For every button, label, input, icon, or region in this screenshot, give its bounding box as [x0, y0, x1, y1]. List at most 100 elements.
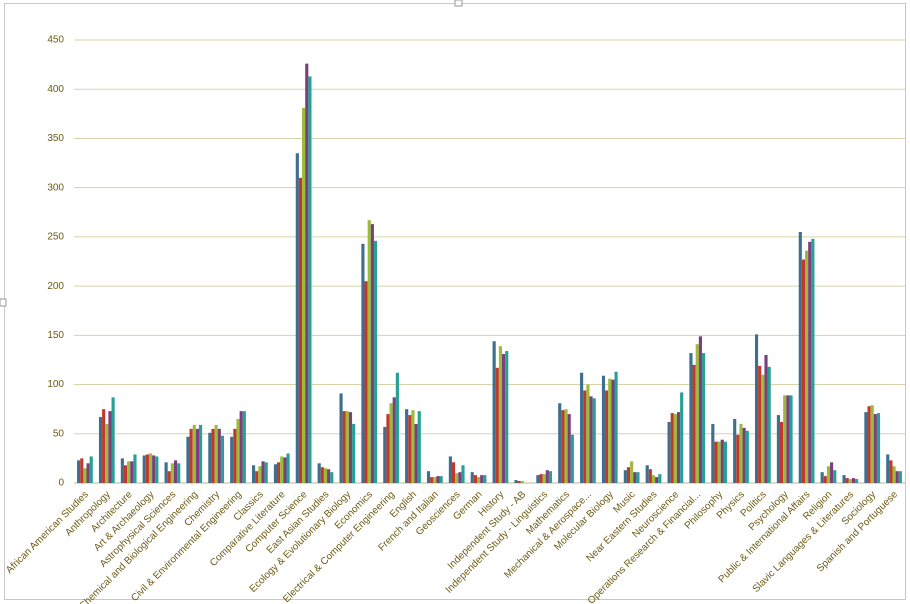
- bar: [786, 395, 790, 483]
- resize-handle[interactable]: [0, 298, 7, 307]
- y-tick-label: 100: [47, 379, 64, 390]
- bar: [451, 462, 456, 483]
- bar: [567, 414, 571, 483]
- bar: [758, 365, 762, 483]
- bar: [242, 411, 246, 483]
- bar: [395, 372, 399, 483]
- bar: [873, 414, 877, 483]
- bar: [327, 469, 331, 483]
- bar: [273, 464, 278, 483]
- bar: [86, 463, 90, 483]
- bar: [77, 460, 81, 483]
- bar: [461, 465, 465, 483]
- bar: [776, 415, 781, 483]
- bar: [833, 470, 837, 483]
- bar: [589, 396, 593, 483]
- bar: [177, 463, 181, 483]
- bar: [439, 476, 443, 483]
- bar: [280, 456, 284, 483]
- bar: [430, 477, 434, 483]
- bar: [648, 469, 652, 483]
- bar: [426, 471, 431, 483]
- bar: [455, 473, 459, 483]
- bar: [558, 403, 562, 483]
- bar: [283, 457, 287, 483]
- bar: [711, 423, 715, 483]
- bar: [714, 441, 718, 483]
- bar: [733, 419, 737, 483]
- bar: [264, 462, 268, 483]
- bar: [586, 384, 590, 483]
- bar: [208, 432, 212, 483]
- bar: [611, 379, 615, 483]
- y-tick-label: 50: [53, 428, 65, 439]
- bar: [483, 475, 487, 483]
- bar: [520, 481, 524, 483]
- resize-handle[interactable]: [454, 0, 463, 7]
- bar: [480, 475, 484, 483]
- bar: [667, 421, 671, 483]
- bar: [127, 461, 131, 483]
- bar: [601, 375, 606, 483]
- bar: [542, 474, 546, 483]
- bar: [623, 470, 627, 483]
- bar: [498, 346, 503, 483]
- y-tick-label: 0: [58, 478, 64, 489]
- bar: [120, 458, 124, 483]
- bar: [514, 480, 518, 483]
- bar: [561, 410, 565, 483]
- bar: [580, 372, 584, 483]
- bar: [261, 461, 265, 483]
- bar: [305, 63, 309, 483]
- bar: [239, 411, 243, 483]
- bar: [370, 224, 374, 483]
- bar: [186, 436, 190, 483]
- bar: [876, 413, 881, 483]
- bar: [658, 474, 662, 483]
- bar: [761, 374, 765, 483]
- bar: [473, 475, 477, 483]
- bar: [886, 454, 890, 483]
- bar: [826, 466, 831, 483]
- bar: [867, 406, 871, 483]
- bar: [808, 241, 812, 483]
- bar: [492, 341, 496, 483]
- bar: [111, 397, 115, 483]
- bar: [364, 281, 368, 483]
- bar: [895, 471, 899, 483]
- y-tick-label: 450: [47, 35, 64, 46]
- bar: [414, 423, 418, 483]
- bar: [211, 428, 215, 483]
- bar: [848, 479, 852, 483]
- bar: [536, 475, 540, 483]
- bar: [173, 460, 178, 483]
- bar: [339, 393, 343, 483]
- bar: [548, 471, 553, 483]
- bar: [823, 476, 827, 483]
- bar: [83, 468, 87, 483]
- bar: [570, 434, 574, 483]
- bar: [605, 390, 609, 483]
- bar: [676, 412, 681, 483]
- bar: [108, 411, 112, 483]
- bar: [801, 259, 806, 483]
- bar: [592, 398, 596, 483]
- bar: [411, 410, 415, 483]
- bar: [361, 243, 365, 483]
- bar: [651, 475, 656, 483]
- bar: [133, 454, 137, 483]
- bar: [695, 344, 699, 483]
- bar: [476, 477, 481, 483]
- bar: [864, 412, 868, 483]
- bar: [670, 413, 674, 483]
- bar: [448, 456, 452, 483]
- bar: [842, 475, 846, 483]
- bar: [164, 462, 168, 483]
- bar: [123, 465, 128, 483]
- bar: [626, 467, 631, 483]
- bar: [780, 421, 784, 483]
- bar: [583, 390, 587, 483]
- bar: [323, 468, 328, 483]
- bar: [286, 453, 290, 483]
- bar: [389, 403, 393, 483]
